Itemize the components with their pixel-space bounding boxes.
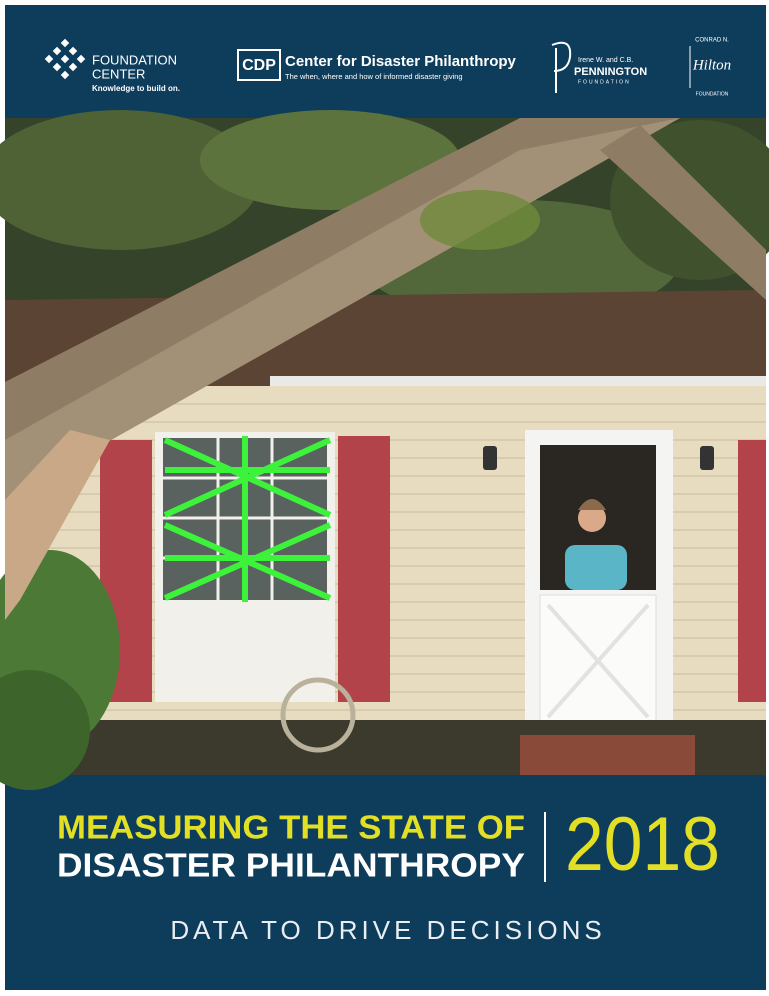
logo-tagline: FOUNDATION: [696, 91, 729, 97]
logo-text: CENTER: [92, 66, 145, 81]
logo-text: Irene W. and C.B.: [578, 57, 633, 64]
logo-mark: Hilton: [692, 57, 731, 73]
logo-mark: CDP: [242, 57, 276, 74]
logo-text: FOUNDATION: [92, 52, 177, 67]
logo-tagline: The when, where and how of informed disa…: [285, 72, 463, 81]
page: FOUNDATION CENTER Knowledge to build on.…: [0, 0, 769, 996]
title-line-2: DISASTER PHILANTHROPY: [57, 847, 525, 884]
title-line-1: MEASURING THE STATE OF: [57, 809, 525, 846]
logo-tagline: Knowledge to build on.: [92, 84, 180, 93]
logo-tagline: FOUNDATION: [578, 79, 631, 85]
cover-photo: [0, 110, 769, 790]
logo-text: PENNINGTON: [574, 66, 647, 78]
logo-text: Center for Disaster Philanthropy: [285, 53, 517, 70]
title-year: 2018: [565, 802, 720, 887]
cover: FOUNDATION CENTER Knowledge to build on.…: [0, 0, 769, 996]
subtitle: DATA TO DRIVE DECISIONS: [170, 915, 605, 945]
logo-text: CONRAD N.: [695, 38, 729, 44]
